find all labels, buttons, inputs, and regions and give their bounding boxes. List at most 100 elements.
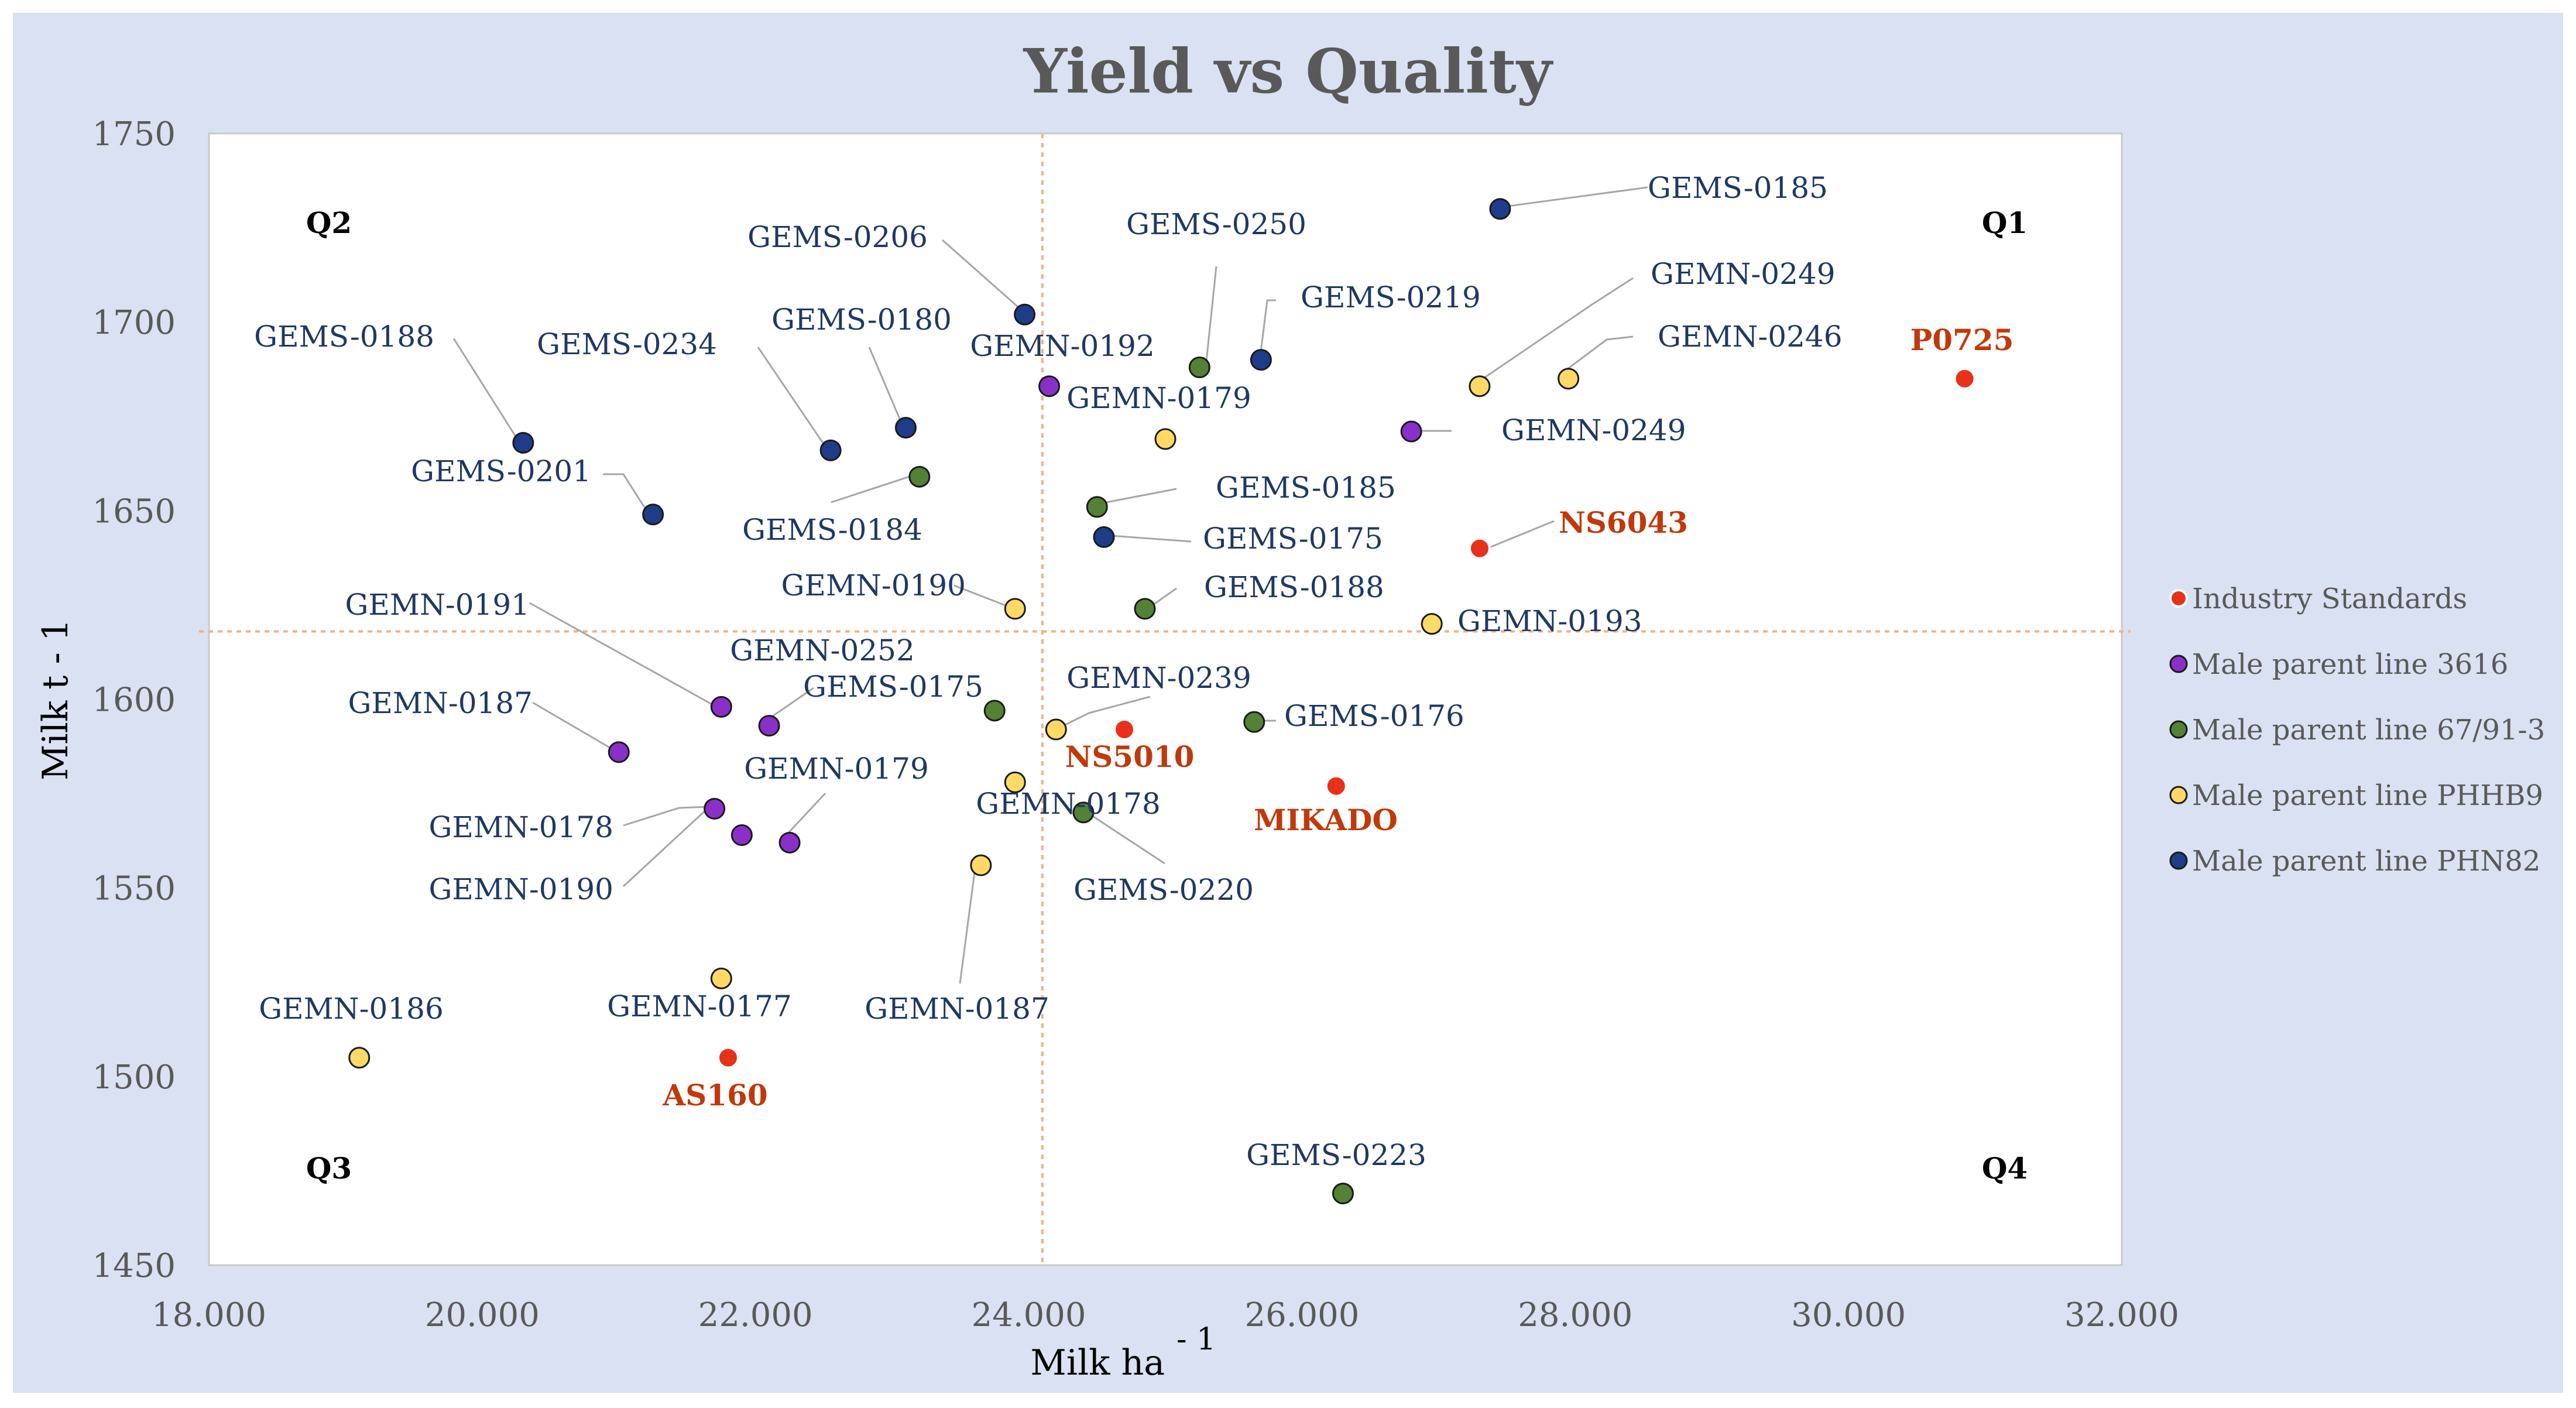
quadrant-label-q2: Q2 xyxy=(306,205,352,240)
point-gemn-0190 xyxy=(730,824,753,846)
point-label-gems-0201: GEMS-0201 xyxy=(411,454,591,488)
leader-line xyxy=(783,792,826,838)
point-label-gemn-0187: GEMN-0187 xyxy=(865,992,1049,1026)
x-tick-label: 28.000 xyxy=(1518,1296,1632,1334)
legend-marker-male-parent-line-3616 xyxy=(2169,655,2188,673)
point-label-gems-0220: GEMS-0220 xyxy=(1073,873,1254,907)
leader-line xyxy=(1495,186,1648,209)
leader-line xyxy=(1258,299,1276,362)
point-label-gems-0223: GEMS-0223 xyxy=(1246,1138,1426,1172)
point-label-gems-0188: GEMS-0188 xyxy=(1204,570,1384,604)
x-tick-label: 30.000 xyxy=(1791,1296,1906,1334)
leader-line xyxy=(622,806,711,888)
legend-marker-male-parent-line-phhb9 xyxy=(2169,786,2188,804)
point-gemn-0187 xyxy=(608,741,630,763)
leader-line xyxy=(1559,335,1634,376)
point-label-gemn-0249: GEMN-0249 xyxy=(1651,257,1836,291)
leader-line xyxy=(953,584,1007,607)
point-label-gemn-0179: GEMN-0179 xyxy=(1066,381,1251,415)
y-tick-label: 1600 xyxy=(92,681,176,720)
legend-label-male-parent-line-3616: Male parent line 3616 xyxy=(2192,648,2508,681)
point-gems-0201 xyxy=(642,503,664,526)
leader-line xyxy=(603,473,649,513)
legend-label-industry-standards: Industry Standards xyxy=(2192,583,2467,615)
point-gemn-0179 xyxy=(778,831,801,854)
y-tick-label: 1650 xyxy=(92,492,176,530)
point-label-gemn-0178: GEMN-0178 xyxy=(976,787,1161,821)
point-label-gems-0185: GEMS-0185 xyxy=(1216,471,1396,505)
quadrant-label-q4: Q4 xyxy=(1982,1151,2028,1186)
point-label-gemn-0191: GEMN-0191 xyxy=(345,588,530,622)
point-as160 xyxy=(717,1046,740,1069)
point-gemn-0177 xyxy=(710,967,732,989)
point-label-gemn-0252: GEMN-0252 xyxy=(730,633,915,667)
point-label-gemn-0178: GEMN-0178 xyxy=(428,810,613,844)
leader-line xyxy=(831,474,914,503)
point-label-gemn-0246: GEMN-0246 xyxy=(1658,320,1843,354)
leader-line xyxy=(868,347,904,426)
point-label-ns6043: NS6043 xyxy=(1559,505,1688,540)
point-gems-0176 xyxy=(1243,711,1265,733)
x-axis-label-superscript: - 1 xyxy=(1176,1322,1216,1357)
leader-line xyxy=(623,806,709,827)
legend-marker-industry-standards xyxy=(2169,589,2188,608)
legend-marker-male-parent-line-phn82 xyxy=(2169,851,2188,870)
point-gemn-0192 xyxy=(1038,375,1061,398)
leader-line xyxy=(959,863,977,984)
point-label-gems-0234: GEMS-0234 xyxy=(537,327,717,361)
point-gemn-0191 xyxy=(710,696,732,718)
leader-lines xyxy=(452,186,1648,984)
point-gems-0234 xyxy=(819,439,842,461)
point-gemn-0249 xyxy=(1400,420,1422,443)
data-points xyxy=(348,198,1976,1205)
point-gemn-0246 xyxy=(1558,368,1580,390)
x-tick-label: 18.000 xyxy=(152,1296,266,1334)
x-tick-label: 26.000 xyxy=(1244,1296,1359,1334)
point-labels: P0725 NS6043 NS5010 MIKADO AS160 GEMN-0192 GEM… xyxy=(254,171,2014,1172)
point-gems-0219 xyxy=(1250,349,1272,371)
point-gems-0175 xyxy=(1093,526,1115,548)
x-tick-label: 22.000 xyxy=(698,1296,813,1334)
point-label-as160: AS160 xyxy=(662,1078,767,1112)
point-ns6043 xyxy=(1468,537,1491,560)
point-label-gems-0188: GEMS-0188 xyxy=(254,320,434,354)
y-axis-label: Milk t - 1 xyxy=(35,619,76,780)
x-tick-label: 32.000 xyxy=(2064,1296,2179,1334)
point-gems-0250 xyxy=(1188,356,1210,378)
point-label-gemn-0190: GEMN-0190 xyxy=(428,872,613,906)
point-label-ns5010: NS5010 xyxy=(1065,739,1195,774)
point-label-gemn-0190: GEMN-0190 xyxy=(781,568,966,602)
point-label-gems-0250: GEMS-0250 xyxy=(1126,207,1306,241)
point-gemn-0239 xyxy=(1045,718,1067,741)
point-label-gems-0184: GEMS-0184 xyxy=(742,513,922,547)
y-tick-label: 1450 xyxy=(92,1247,176,1285)
point-gemn-0179 xyxy=(1154,428,1176,450)
y-axis: 1450 1500 1550 1600 1650 1700 1750 xyxy=(92,115,176,1285)
point-gems-0188 xyxy=(512,431,534,454)
leader-line xyxy=(532,701,616,752)
quadrant-label-q3: Q3 xyxy=(306,1151,352,1186)
point-label-gemn-0187: GEMN-0187 xyxy=(348,686,533,720)
point-label-gems-0176: GEMS-0176 xyxy=(1284,699,1464,733)
point-gemn-0193 xyxy=(1421,613,1443,635)
leader-line xyxy=(1489,520,1555,549)
quadrant-label-q1: Q1 xyxy=(1982,205,2028,240)
legend: Industry Standards Male parent line 3616 M… xyxy=(2169,583,2545,878)
leader-line xyxy=(452,338,519,441)
point-gemn-0186 xyxy=(348,1047,371,1069)
point-label-mikado: MIKADO xyxy=(1254,803,1398,837)
point-gems-0185 xyxy=(1489,198,1511,220)
x-axis-label: Milk ha xyxy=(1030,1342,1165,1383)
legend-label-male-parent-line-67-91-3: Male parent line 67/91-3 xyxy=(2192,714,2545,746)
plot-area xyxy=(208,132,2123,1266)
x-axis: 18.000 20.000 22.000 24.000 26.000 28.000 30.0… xyxy=(152,1296,2179,1334)
point-gems-0223 xyxy=(1332,1183,1354,1205)
point-label-gemn-0239: GEMN-0239 xyxy=(1066,661,1251,695)
point-mikado xyxy=(1325,775,1347,797)
point-label-gemn-0186: GEMN-0186 xyxy=(259,992,444,1026)
x-tick-label: 20.000 xyxy=(425,1296,540,1334)
point-gems-0188 xyxy=(1134,598,1156,620)
leader-line xyxy=(942,239,1024,313)
